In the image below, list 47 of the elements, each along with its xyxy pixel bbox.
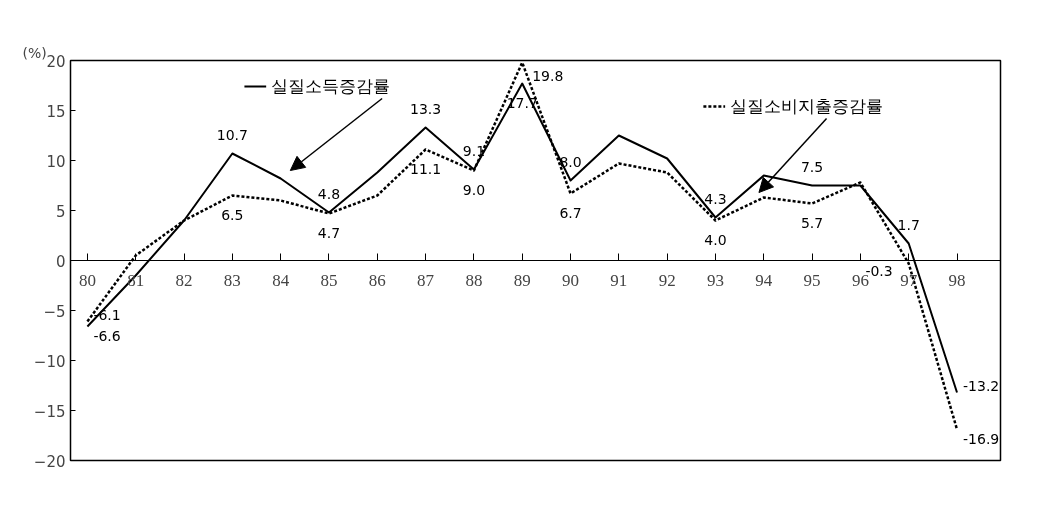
data-label: 9.0 [462,181,486,198]
legend-label: 실질소득증감률 [270,75,390,96]
x-tick-label: 82 [175,270,193,290]
data-label: 4.7 [317,224,341,241]
y-axis-title: (%) [22,44,47,61]
x-tick-label: 87 [417,270,435,290]
y-tick-label: 10 [46,152,66,171]
x-tick-label: 94 [755,270,773,290]
y-tick-label: 0 [55,252,66,271]
x-tick-label: 85 [320,270,338,290]
data-label: -6.6 [93,327,121,344]
x-tick-label: 84 [272,270,290,290]
data-label: 7.5 [800,158,824,175]
x-tick-label: 97 [900,270,918,290]
data-label: 5.7 [800,214,824,231]
y-tick-label: 5 [55,202,66,221]
x-tick-label: 93 [706,270,724,290]
x-tick-label: 89 [513,270,531,290]
data-label: 19.8 [532,67,564,84]
x-tick-label: 83 [223,270,241,290]
y-tick-label: −20 [33,452,66,471]
data-label: -13.2 [963,377,1000,394]
legend-label: 실질소비지출증감률 [729,95,883,116]
data-label: 6.7 [559,204,582,221]
y-tick-label: 15 [46,102,66,121]
x-tick-label: 88 [465,270,483,290]
data-label: 11.1 [410,160,442,177]
data-label: 9.1 [462,142,486,159]
y-tick-label: −15 [33,402,66,421]
x-tick-label: 92 [658,270,676,290]
x-tick-label: 91 [610,270,628,290]
data-label: 13.3 [410,100,442,117]
data-label: 10.7 [216,126,248,143]
data-label: 4.3 [704,190,727,207]
data-label: 4.8 [317,185,341,202]
x-tick-label: 90 [562,270,580,290]
y-tick-label: 20 [46,52,66,71]
x-tick-label: 95 [803,270,821,290]
data-label: -16.9 [963,430,1000,447]
y-tick-label: −5 [43,302,66,321]
x-tick-label: 80 [78,270,96,290]
data-label: 4.0 [704,231,727,248]
y-tick-label: −10 [33,352,66,371]
data-label: 6.5 [221,206,244,223]
x-tick-label: 98 [948,270,966,290]
x-tick-label: 86 [368,270,386,290]
data-label: 1.7 [897,216,920,233]
